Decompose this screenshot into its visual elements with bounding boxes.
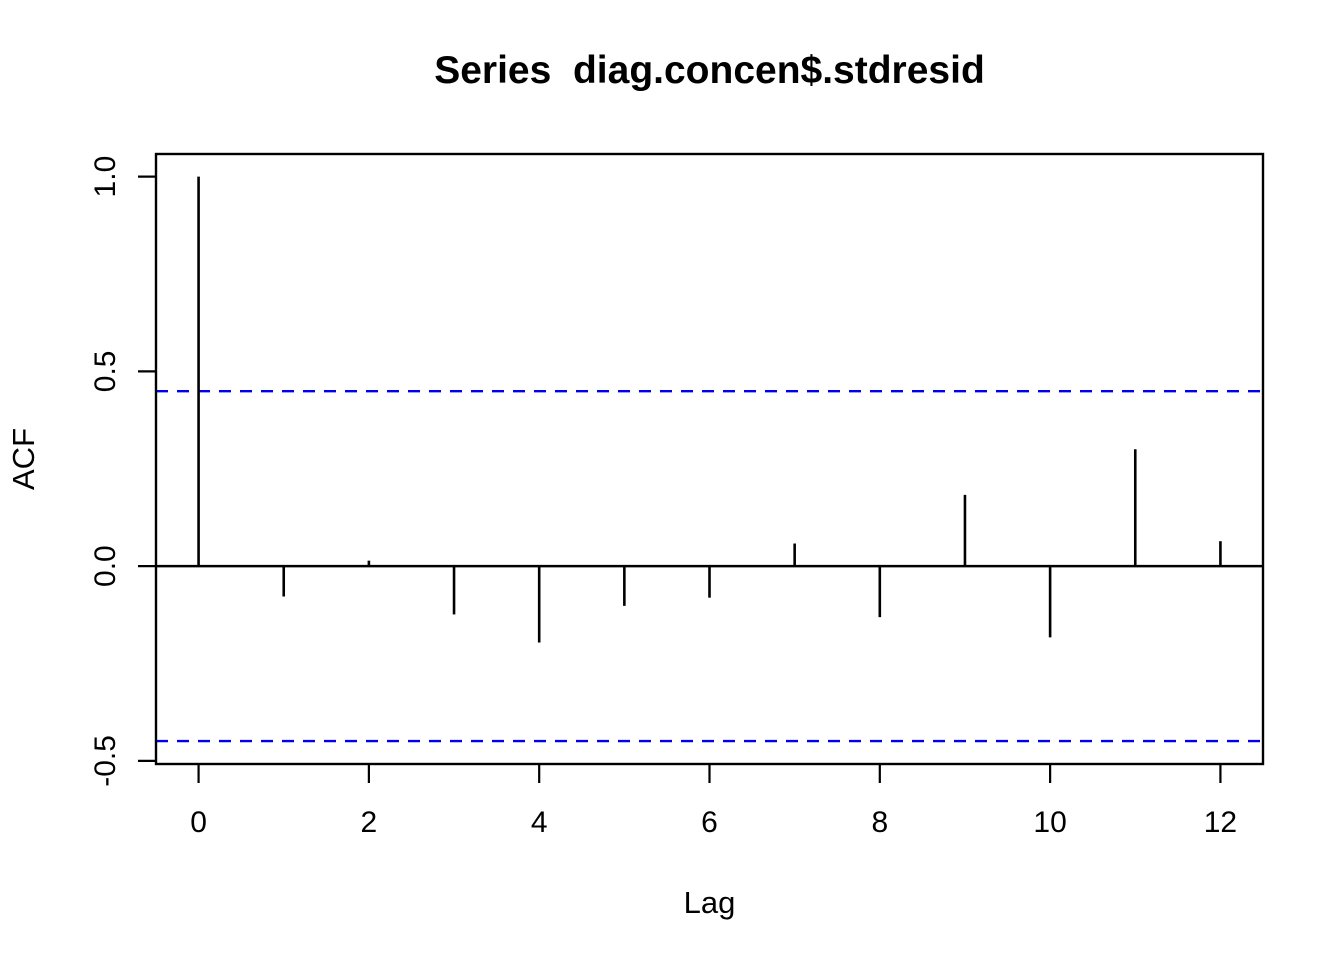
chart-title: Series diag.concen$.stdresid bbox=[434, 49, 985, 92]
x-tick-label: 4 bbox=[531, 806, 548, 839]
x-axis: 0 2 4 6 8 10 12 bbox=[190, 764, 1237, 839]
confidence-interval-lines bbox=[156, 390, 1263, 743]
x-tick-label: 2 bbox=[361, 806, 378, 839]
y-axis-title: ACF bbox=[6, 428, 41, 490]
plot-border-box bbox=[154, 152, 1265, 766]
x-axis-title: Lag bbox=[684, 885, 736, 920]
acf-spikes bbox=[197, 176, 1222, 643]
x-tick-label: 8 bbox=[871, 806, 888, 839]
y-tick-label: -0.5 bbox=[89, 735, 122, 787]
x-tick-label: 10 bbox=[1033, 806, 1066, 839]
x-tick-label: 6 bbox=[701, 806, 718, 839]
y-tick-label: 0.0 bbox=[89, 545, 122, 587]
y-axis: -0.5 0.0 0.5 1.0 bbox=[89, 156, 156, 787]
y-tick-label: 1.0 bbox=[89, 156, 122, 198]
x-tick-label: 12 bbox=[1204, 806, 1237, 839]
y-tick-label: 0.5 bbox=[89, 350, 122, 392]
x-tick-label: 0 bbox=[190, 806, 207, 839]
